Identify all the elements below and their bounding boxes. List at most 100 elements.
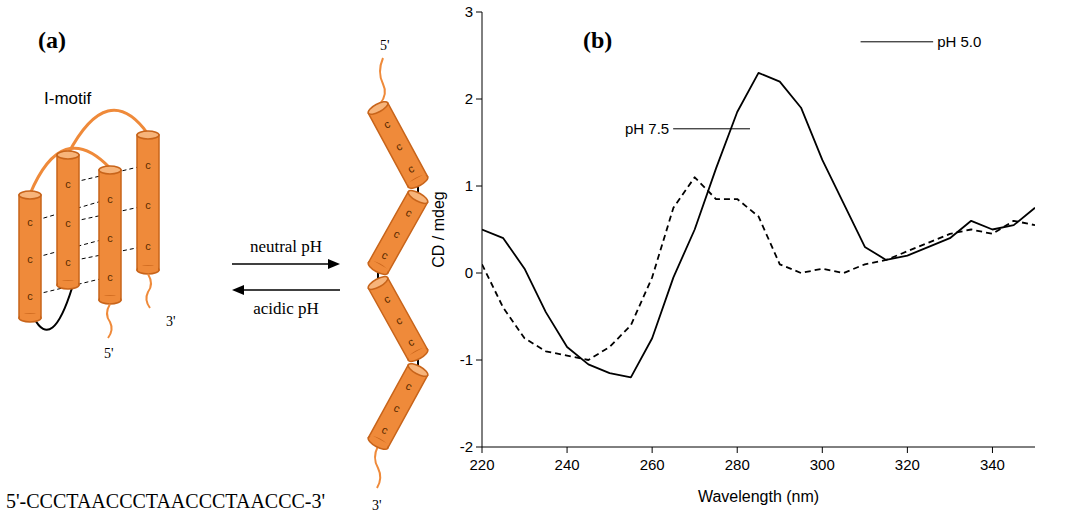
y-tick-label: 3 [465, 3, 473, 20]
cylinder-end [366, 434, 389, 452]
base-letter: c [145, 199, 151, 211]
x-tick [992, 447, 993, 453]
x-tick [482, 447, 483, 453]
base-letter: c [404, 206, 415, 219]
arrowhead [232, 285, 244, 295]
base-letter: c [27, 253, 33, 265]
y-tick-label: -2 [460, 438, 473, 455]
tail [146, 274, 151, 308]
base-letter: c [65, 256, 71, 268]
x-tick-label: 220 [469, 456, 494, 473]
base-letter: c [393, 314, 404, 327]
strand-cylinder: c c c [57, 151, 79, 289]
cylinder-end [99, 296, 121, 304]
base-letter: c [145, 159, 151, 171]
strand-cylinder: ccc [366, 188, 429, 277]
cylinder-cap [366, 99, 389, 116]
cylinder-body [99, 170, 121, 300]
tail [375, 446, 380, 488]
base-letter: c [145, 240, 151, 252]
cylinder-end [366, 259, 389, 277]
base-letter: c [394, 140, 405, 153]
end-label: 5' [104, 346, 114, 361]
strand-cylinder: c c c [137, 131, 159, 274]
cylinder-cap [406, 361, 429, 379]
arrowhead [328, 259, 340, 269]
base-letter: c [380, 249, 391, 262]
cylinder-cap [137, 131, 159, 139]
end-label: 3' [166, 314, 176, 329]
base-letter: c [65, 217, 71, 229]
x-axis-title: Wavelength (nm) [698, 488, 819, 505]
y-tick [476, 447, 482, 448]
x-tick [737, 447, 738, 453]
x-tick [652, 447, 653, 453]
x-tick [567, 447, 568, 453]
title: I-motif [44, 89, 92, 108]
y-tick-label: -1 [460, 351, 473, 368]
cylinder-body [368, 278, 427, 361]
arrow-label: neutral pH [250, 237, 322, 256]
base-letter: c [392, 227, 403, 240]
series-line [482, 73, 1035, 378]
strand-cylinder: ccc [99, 166, 121, 304]
leader-line [673, 128, 750, 129]
y-tick [476, 273, 482, 274]
cylinder-cap [99, 166, 121, 174]
annotation: pH 7.5 [625, 120, 669, 137]
cylinder-patch [407, 174, 426, 187]
cylinder-cap [366, 274, 389, 292]
y-tick [476, 12, 482, 13]
base-letter: c [406, 162, 417, 175]
cylinder-body [137, 135, 159, 270]
base-letter: c [27, 216, 33, 228]
strand-cylinder: ccc [366, 361, 429, 452]
end-label: 5' [380, 38, 390, 53]
cylinder-cap [19, 191, 41, 199]
cylinder-end [57, 281, 79, 289]
cylinder-body [368, 192, 427, 274]
cylinder-body [57, 155, 79, 285]
x-tick-label: 260 [640, 456, 665, 473]
x-tick [907, 447, 908, 453]
x-tick [822, 447, 823, 453]
plot-area [482, 73, 1035, 378]
base-letter: c [27, 290, 33, 302]
panel-letter: (b) [583, 27, 612, 53]
cylinder-patch [138, 266, 158, 270]
figure: (a)I-motifcccccccccccc5'3'neutral pHacid… [0, 0, 1074, 525]
base-letter: c [392, 401, 403, 414]
y-tick [476, 360, 482, 361]
tail [380, 58, 385, 104]
x-tick-label: 280 [725, 456, 750, 473]
arrow [232, 263, 332, 265]
arrow-label: acidic pH [253, 299, 319, 318]
strand-cylinder: ccc [366, 99, 429, 190]
cylinder-patch [58, 281, 78, 285]
loop [68, 110, 148, 154]
annotation: pH 5.0 [937, 33, 981, 50]
base-letter: c [65, 178, 71, 190]
x-tick-label: 320 [895, 456, 920, 473]
cylinder-body [368, 365, 427, 449]
cylinder-body [19, 195, 41, 318]
x-tick-label: 340 [980, 456, 1005, 473]
x-tick-label: 300 [810, 456, 835, 473]
y-tick-label: 1 [465, 177, 473, 194]
panel-letter: (a) [38, 27, 66, 53]
cylinder-patch [100, 296, 120, 300]
cylinder-end [406, 173, 429, 190]
base-letter: c [107, 271, 113, 283]
y-axis-title: CD / mdeg [430, 191, 447, 267]
base-letter: c [381, 292, 392, 305]
y-tick [476, 186, 482, 187]
cylinder-cap [406, 188, 429, 206]
series-line [482, 177, 1035, 360]
tail [107, 304, 112, 338]
cylinder-end [406, 346, 429, 364]
arrow [240, 289, 340, 291]
cylinder-patch [20, 314, 40, 318]
cylinder-body [368, 103, 427, 187]
cylinder-end [137, 266, 159, 274]
leader-line [861, 41, 934, 42]
